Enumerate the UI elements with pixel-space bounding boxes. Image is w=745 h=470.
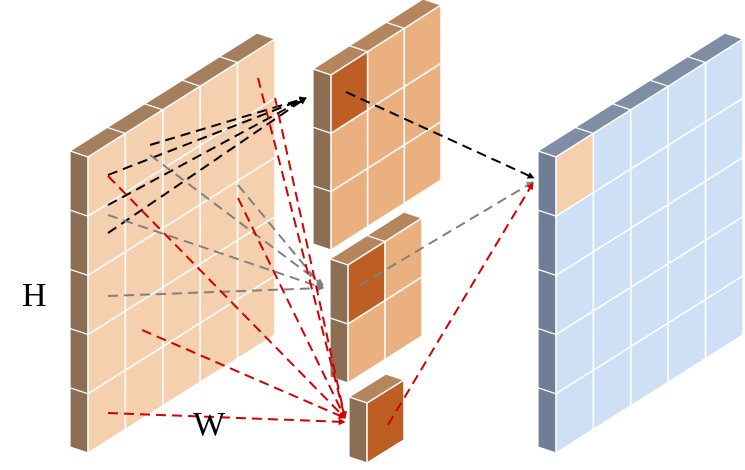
arrow-input-to-kernel-3x3: [107, 97, 307, 176]
kernel-1x1: [347, 373, 406, 465]
arrow-input-to-kernel-1x1: [237, 197, 346, 419]
kernel-3x3: [311, 0, 443, 252]
arrow-input-to-kernel-1x1: [257, 77, 347, 419]
grid-cell: [403, 120, 442, 205]
side-edge-cell: [537, 150, 557, 218]
side-edge-cell: [69, 209, 89, 277]
width-label: W: [193, 406, 226, 443]
grid-cell: [384, 275, 423, 361]
kernel-2x2: [328, 211, 424, 385]
side-edge-cell: [312, 126, 332, 193]
output-feature-map: [536, 32, 745, 455]
side-edge-cell: [537, 327, 557, 395]
arrow-input-to-kernel-2x2: [107, 284, 324, 297]
arrow-kernel-2x2-to-output: [359, 181, 534, 286]
side-edge-cell: [69, 386, 89, 454]
arrow-input-to-kernel-1x1: [107, 175, 346, 419]
height-label: H: [22, 277, 47, 314]
side-edge-cell: [312, 184, 332, 251]
arrows-layer: [107, 77, 535, 426]
labels-layer: H W: [22, 277, 226, 443]
arrow-input-to-kernel-1x1: [274, 97, 348, 419]
arrow-input-to-kernel-1x1: [141, 329, 346, 419]
arrow-input-to-kernel-2x2: [237, 184, 324, 289]
side-edge-cell: [348, 396, 368, 464]
input-feature-map: [68, 32, 277, 455]
blocks-layer: [68, 0, 745, 465]
grid-cell: [704, 274, 744, 360]
side-edge-cell: [537, 386, 557, 454]
arrow-input-to-kernel-2x2: [149, 154, 324, 286]
side-edge-cell: [69, 150, 89, 218]
side-edge-cell: [537, 209, 557, 277]
side-edge-cell: [329, 258, 349, 325]
arrow-input-to-kernel-2x2: [107, 214, 324, 290]
side-edge-cell: [69, 327, 89, 395]
arrow-kernel-3x3-to-output: [345, 91, 535, 179]
side-edge-cell: [69, 268, 89, 336]
arrow-input-to-kernel-1x1: [107, 412, 346, 426]
highlighted-cell: [366, 378, 405, 465]
side-edge-cell: [537, 268, 557, 336]
side-edge-cell: [312, 68, 332, 135]
arrow-input-to-kernel-3x3: [107, 97, 307, 206]
arrow-input-to-kernel-3x3: [107, 97, 307, 234]
arrow-input-to-kernel-3x3: [149, 96, 307, 146]
